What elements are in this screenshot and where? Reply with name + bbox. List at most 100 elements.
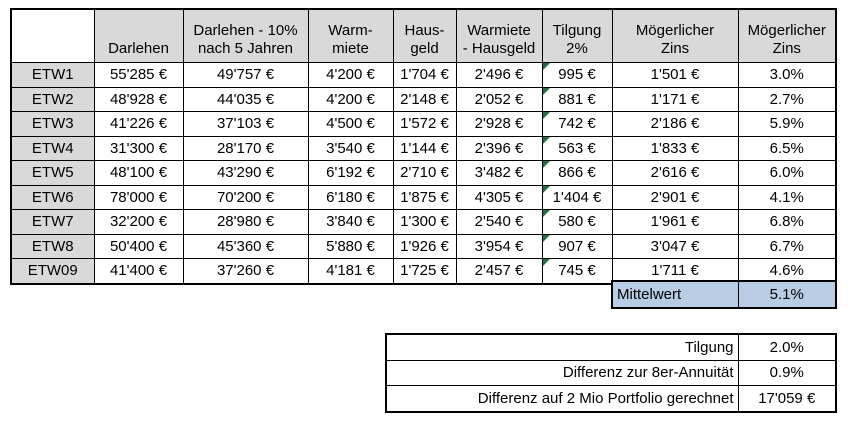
row-label-cell[interactable]: ETW8	[10, 233, 95, 259]
value-cell[interactable]: 41'400 €	[93, 258, 184, 284]
row-label-cell[interactable]: ETW7	[10, 209, 95, 235]
value-cell[interactable]: 4'200 €	[307, 62, 394, 88]
value-cell[interactable]: 1'171 €	[611, 86, 739, 112]
summary-value-cell[interactable]: 17'059 €	[737, 385, 837, 412]
value-cell[interactable]: 78'000 €	[93, 184, 184, 210]
column-header-warmmiete[interactable]: Warm-miete	[307, 8, 394, 63]
value-cell[interactable]: 1'704 €	[392, 62, 457, 88]
value-cell[interactable]: 3.0%	[737, 62, 837, 88]
value-cell[interactable]: 45'360 €	[182, 233, 309, 259]
value-cell[interactable]: 1'572 €	[392, 111, 457, 137]
value-cell[interactable]: 3'954 €	[455, 233, 543, 259]
table-row: ETW3 41'226 € 37'103 € 4'500 € 1'572 € 2…	[10, 111, 837, 137]
value-cell[interactable]: 55'285 €	[93, 62, 184, 88]
value-cell[interactable]: 563 €	[541, 135, 613, 161]
value-cell[interactable]: 28'170 €	[182, 135, 309, 161]
mittelwert-value-cell[interactable]: 5.1%	[737, 280, 837, 309]
column-header-darlehen-minus-10[interactable]: Darlehen - 10% nach 5 Jahren	[182, 8, 309, 63]
value-cell[interactable]: 50'400 €	[93, 233, 184, 259]
value-cell[interactable]: 2'396 €	[455, 135, 543, 161]
row-label-cell[interactable]: ETW2	[10, 86, 95, 112]
value-cell[interactable]: 37'260 €	[182, 258, 309, 284]
value-cell[interactable]: 4'181 €	[307, 258, 394, 284]
value-cell[interactable]: 48'100 €	[93, 160, 184, 186]
value-cell[interactable]: 6.7%	[737, 233, 837, 259]
value-cell[interactable]: 4.1%	[737, 184, 837, 210]
value-cell[interactable]: 1'926 €	[392, 233, 457, 259]
value-cell[interactable]: 1'725 €	[392, 258, 457, 284]
value-cell[interactable]: 2'496 €	[455, 62, 543, 88]
value-cell[interactable]: 5'880 €	[307, 233, 394, 259]
summary-label-cell[interactable]: Differenz auf 2 Mio Portfolio gerechnet	[385, 385, 739, 412]
value-cell[interactable]: 2'540 €	[455, 209, 543, 235]
value-cell[interactable]: 2'457 €	[455, 258, 543, 284]
column-header-warmiete-minus-hausgeld[interactable]: Warmiete - Hausgeld	[455, 8, 543, 63]
value-cell[interactable]: 37'103 €	[182, 111, 309, 137]
row-label-cell[interactable]: ETW4	[10, 135, 95, 161]
value-cell[interactable]: 580 €	[541, 209, 613, 235]
value-cell[interactable]: 2'928 €	[455, 111, 543, 137]
value-cell[interactable]: 28'980 €	[182, 209, 309, 235]
value-cell[interactable]: 70'200 €	[182, 184, 309, 210]
value-cell[interactable]: 5.9%	[737, 111, 837, 137]
row-label-cell[interactable]: ETW5	[10, 160, 95, 186]
column-header-darlehen[interactable]: Darlehen	[93, 8, 184, 63]
mittelwert-label-cell[interactable]: Mittelwert	[611, 280, 739, 309]
value-cell[interactable]: 1'404 €	[541, 184, 613, 210]
value-cell[interactable]: 3'482 €	[455, 160, 543, 186]
column-header-hausgeld[interactable]: Haus-geld	[392, 8, 457, 63]
value-cell[interactable]: 881 €	[541, 86, 613, 112]
value-cell[interactable]: 2'901 €	[611, 184, 739, 210]
value-cell[interactable]: 32'200 €	[93, 209, 184, 235]
row-label-cell[interactable]: ETW3	[10, 111, 95, 137]
column-header-tilgung-2[interactable]: Tilgung 2%	[541, 8, 613, 63]
row-label-cell[interactable]: ETW1	[10, 62, 95, 88]
value-cell[interactable]: 995 €	[541, 62, 613, 88]
value-cell[interactable]: 3'840 €	[307, 209, 394, 235]
row-label-cell[interactable]: ETW09	[10, 258, 95, 284]
value-cell[interactable]: 6.0%	[737, 160, 837, 186]
table-row: ETW2 48'928 € 44'035 € 4'200 € 2'148 € 2…	[10, 86, 837, 112]
value-cell[interactable]: 1'501 €	[611, 62, 739, 88]
value-cell[interactable]: 1'144 €	[392, 135, 457, 161]
value-cell[interactable]: 6'180 €	[307, 184, 394, 210]
value-cell[interactable]: 2'052 €	[455, 86, 543, 112]
value-cell[interactable]: 1'711 €	[611, 258, 739, 284]
summary-label-cell[interactable]: Tilgung	[385, 333, 739, 361]
value-cell[interactable]: 742 €	[541, 111, 613, 137]
value-cell[interactable]: 43'290 €	[182, 160, 309, 186]
value-cell[interactable]: 1'875 €	[392, 184, 457, 210]
value-cell[interactable]: 1'300 €	[392, 209, 457, 235]
value-cell[interactable]: 907 €	[541, 233, 613, 259]
value-cell[interactable]: 4'500 €	[307, 111, 394, 137]
value-cell[interactable]: 2'148 €	[392, 86, 457, 112]
column-header-blank[interactable]	[10, 8, 95, 63]
value-cell[interactable]: 3'540 €	[307, 135, 394, 161]
column-header-moegerlicher-zins-eur[interactable]: Mögerlicher Zins	[611, 8, 739, 63]
value-cell[interactable]: 48'928 €	[93, 86, 184, 112]
value-cell[interactable]: 6'192 €	[307, 160, 394, 186]
value-cell[interactable]: 2'710 €	[392, 160, 457, 186]
value-cell[interactable]: 4'305 €	[455, 184, 543, 210]
summary-value-cell[interactable]: 2.0%	[737, 333, 837, 361]
value-cell[interactable]: 49'757 €	[182, 62, 309, 88]
row-label-cell[interactable]: ETW6	[10, 184, 95, 210]
value-cell[interactable]: 2'186 €	[611, 111, 739, 137]
value-cell[interactable]: 1'961 €	[611, 209, 739, 235]
value-cell[interactable]: 44'035 €	[182, 86, 309, 112]
value-cell[interactable]: 1'833 €	[611, 135, 739, 161]
summary-label-cell[interactable]: Differenz zur 8er-Annuität	[385, 359, 739, 386]
value-cell[interactable]: 41'226 €	[93, 111, 184, 137]
value-cell[interactable]: 6.8%	[737, 209, 837, 235]
value-cell[interactable]: 2'616 €	[611, 160, 739, 186]
value-cell[interactable]: 31'300 €	[93, 135, 184, 161]
main-table: Darlehen Darlehen - 10% nach 5 Jahren War…	[10, 8, 837, 285]
summary-value-cell[interactable]: 0.9%	[737, 359, 837, 386]
value-cell[interactable]: 4'200 €	[307, 86, 394, 112]
value-cell[interactable]: 3'047 €	[611, 233, 739, 259]
value-cell[interactable]: 6.5%	[737, 135, 837, 161]
value-cell[interactable]: 2.7%	[737, 86, 837, 112]
column-header-moegerlicher-zins-pct[interactable]: Mögerlicher Zins	[737, 8, 837, 63]
value-cell[interactable]: 866 €	[541, 160, 613, 186]
value-cell[interactable]: 745 €	[541, 258, 613, 284]
